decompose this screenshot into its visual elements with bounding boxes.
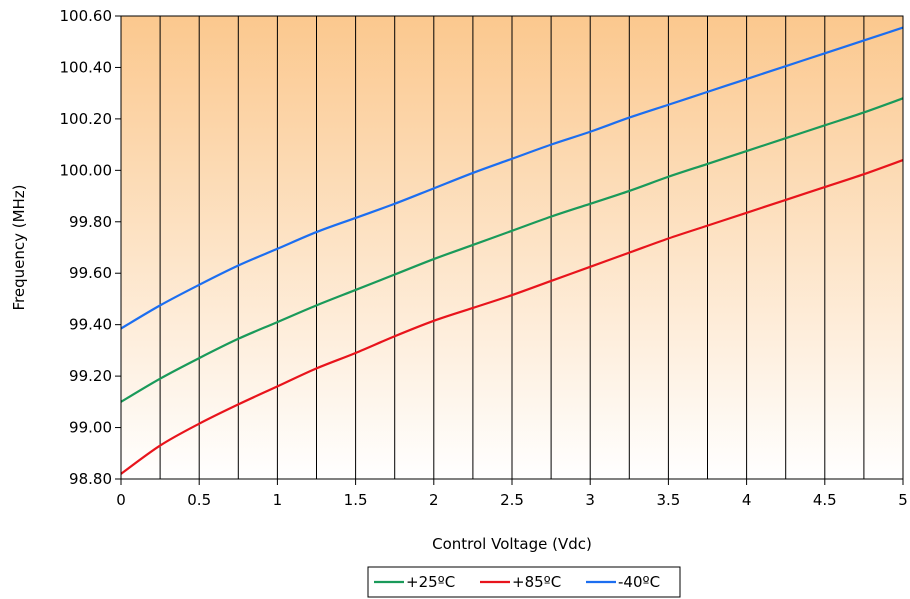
y-tick-label: 99.80 (69, 213, 112, 231)
y-tick-label: 99.20 (69, 367, 112, 385)
x-tick-label: 1 (273, 491, 283, 509)
x-tick-label: 4 (742, 491, 752, 509)
x-tick-label: 0 (116, 491, 126, 509)
x-tick-label: 5 (898, 491, 908, 509)
x-axis-title: Control Voltage (Vdc) (432, 535, 592, 553)
x-tick-label: 1.5 (344, 491, 368, 509)
series-line-2 (120, 26, 904, 330)
x-tick-label: 0.5 (187, 491, 211, 509)
y-axis-title: Frequency (MHz) (10, 184, 28, 310)
x-tick-label: 3.5 (656, 491, 680, 509)
axes (115, 15, 904, 485)
x-tick-label: 4.5 (813, 491, 837, 509)
y-tick-label: 99.60 (69, 264, 112, 282)
y-tick-label: 100.20 (60, 110, 113, 128)
legend: +25ºC +85ºC -40ºC (367, 566, 681, 598)
x-tick-label: 2.5 (500, 491, 524, 509)
grid-lines (159, 16, 865, 479)
legend-label: +85ºC (512, 573, 561, 591)
x-tick-label: 3 (585, 491, 595, 509)
y-tick-label: 100.40 (60, 58, 113, 76)
series-line-0 (120, 97, 904, 403)
legend-label: +25ºC (406, 573, 455, 591)
y-tick-label: 100.00 (60, 161, 113, 179)
x-tick-label: 2 (429, 491, 439, 509)
y-tick-label: 100.60 (60, 7, 113, 25)
series-line-1 (120, 159, 904, 475)
legend-label: -40ºC (618, 573, 660, 591)
tick-labels: 98.8099.0099.2099.4099.6099.80100.00100.… (60, 7, 908, 509)
y-tick-label: 99.40 (69, 316, 112, 334)
series-lines (120, 26, 904, 475)
y-tick-label: 99.00 (69, 419, 112, 437)
legend-box (367, 566, 681, 598)
y-tick-label: 98.80 (69, 470, 112, 488)
